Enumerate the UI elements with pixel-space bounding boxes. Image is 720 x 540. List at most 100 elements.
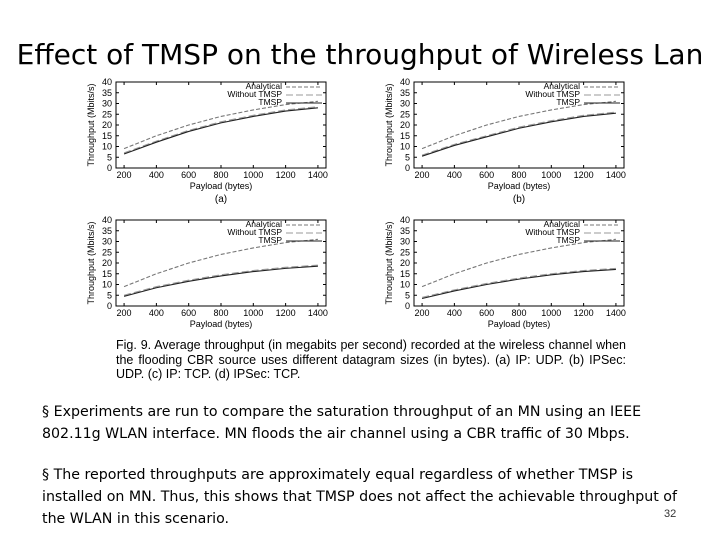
- y-tick-label: 15: [102, 269, 112, 279]
- y-tick-label: 30: [102, 237, 112, 247]
- x-tick-label: 600: [181, 170, 196, 180]
- y-tick-label: 30: [400, 237, 410, 247]
- x-axis-label: Payload (bytes): [488, 319, 551, 329]
- y-tick-label: 40: [102, 215, 112, 225]
- x-tick-label: 1400: [606, 308, 626, 318]
- x-tick-label: 1200: [276, 308, 296, 318]
- y-tick-label: 15: [400, 131, 410, 141]
- series-line-1: [123, 264, 318, 296]
- x-tick-label: 600: [181, 308, 196, 318]
- y-axis-label: Throughput (Mbits/s): [384, 83, 394, 166]
- y-axis-label: Throughput (Mbits/s): [86, 83, 96, 166]
- panel-label: (a): [215, 194, 227, 205]
- x-axis-label: Payload (bytes): [488, 181, 551, 191]
- legend-label: Analytical: [544, 81, 580, 91]
- y-axis-label: Throughput (Mbits/s): [86, 221, 96, 304]
- panel-label: (b): [513, 194, 525, 205]
- y-tick-label: 15: [102, 131, 112, 141]
- x-tick-label: 400: [149, 170, 164, 180]
- legend-label: Analytical: [246, 81, 282, 91]
- x-tick-label: 400: [447, 170, 462, 180]
- x-axis-label: Payload (bytes): [190, 181, 253, 191]
- x-axis-label: Payload (bytes): [190, 319, 253, 329]
- y-tick-label: 30: [400, 99, 410, 109]
- series-line-0: [123, 100, 318, 150]
- bullet-experiments: § Experiments are run to compare the sat…: [42, 404, 642, 442]
- legend-label: Analytical: [544, 219, 580, 229]
- y-tick-label: 30: [102, 99, 112, 109]
- y-tick-label: 40: [102, 77, 112, 87]
- plot-frame: [115, 219, 327, 307]
- y-tick-label: 10: [400, 142, 410, 152]
- x-tick-label: 200: [117, 170, 132, 180]
- x-tick-label: 200: [117, 308, 132, 318]
- y-tick-label: 10: [102, 280, 112, 290]
- legend-label: TMSP: [556, 235, 580, 245]
- legend-label: Without TMSP: [227, 227, 282, 237]
- figure-caption: Fig. 9. Average throughput (in megabits …: [116, 338, 626, 381]
- y-tick-label: 20: [102, 258, 112, 268]
- y-tick-label: 35: [102, 88, 112, 98]
- y-tick-label: 25: [400, 247, 410, 257]
- figure: 0 5 10 15 20 25 30 35 40 200 400 600 800 1000 1200 1400…: [58, 76, 658, 394]
- y-tick-label: 25: [102, 247, 112, 257]
- bullet-results: § The reported throughputs are approxima…: [42, 467, 677, 527]
- series-line-1: [123, 106, 318, 154]
- y-tick-label: 40: [400, 215, 410, 225]
- series-line-0: [421, 238, 616, 288]
- y-axis-label: Throughput (Mbits/s): [384, 221, 394, 304]
- y-tick-label: 35: [102, 226, 112, 236]
- legend-label: TMSP: [258, 235, 282, 245]
- y-tick-label: 25: [400, 109, 410, 119]
- y-tick-label: 15: [400, 269, 410, 279]
- y-tick-label: 35: [400, 88, 410, 98]
- series-line-0: [123, 238, 318, 288]
- x-tick-label: 600: [479, 308, 494, 318]
- x-tick-label: 200: [415, 170, 430, 180]
- y-tick-label: 5: [405, 152, 410, 162]
- series-line-2: [123, 265, 318, 297]
- y-tick-label: 0: [107, 301, 112, 311]
- series-line-1: [421, 267, 616, 298]
- y-tick-label: 5: [107, 290, 112, 300]
- y-tick-label: 5: [107, 152, 112, 162]
- x-tick-label: 1400: [308, 308, 328, 318]
- series-line-2: [123, 107, 318, 155]
- y-tick-label: 5: [405, 290, 410, 300]
- x-tick-label: 1000: [541, 308, 561, 318]
- series-line-1: [421, 111, 616, 156]
- legend-label: Without TMSP: [525, 227, 580, 237]
- legend-label: Without TMSP: [525, 89, 580, 99]
- y-tick-label: 10: [400, 280, 410, 290]
- x-tick-label: 1000: [541, 170, 561, 180]
- y-tick-label: 20: [400, 120, 410, 130]
- x-tick-label: 800: [511, 170, 526, 180]
- legend-label: TMSP: [258, 97, 282, 107]
- x-tick-label: 1200: [574, 308, 594, 318]
- x-tick-label: 800: [213, 308, 228, 318]
- slide-title: Effect of TMSP on the throughput of Wire…: [16, 38, 704, 71]
- page-number: 32: [664, 508, 677, 520]
- y-tick-label: 20: [102, 120, 112, 130]
- x-tick-label: 800: [213, 170, 228, 180]
- series-line-0: [421, 100, 616, 150]
- legend-label: Analytical: [246, 219, 282, 229]
- y-tick-label: 10: [102, 142, 112, 152]
- series-line-2: [421, 268, 616, 300]
- y-tick-label: 0: [405, 301, 410, 311]
- x-tick-label: 600: [479, 170, 494, 180]
- y-tick-label: 25: [102, 109, 112, 119]
- legend-label: Without TMSP: [227, 89, 282, 99]
- x-tick-label: 1200: [574, 170, 594, 180]
- legend-label: TMSP: [556, 97, 580, 107]
- y-tick-label: 0: [405, 163, 410, 173]
- x-tick-label: 1400: [308, 170, 328, 180]
- x-tick-label: 1200: [276, 170, 296, 180]
- x-tick-label: 1000: [243, 308, 263, 318]
- y-tick-label: 35: [400, 226, 410, 236]
